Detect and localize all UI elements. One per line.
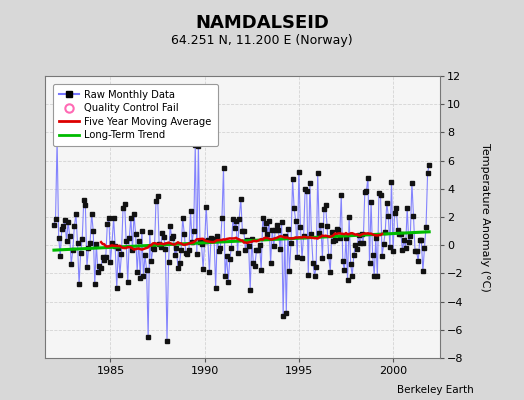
Text: NAMDALSEID: NAMDALSEID (195, 14, 329, 32)
Y-axis label: Temperature Anomaly (°C): Temperature Anomaly (°C) (481, 143, 490, 291)
Legend: Raw Monthly Data, Quality Control Fail, Five Year Moving Average, Long-Term Tren: Raw Monthly Data, Quality Control Fail, … (53, 84, 218, 146)
Text: 64.251 N, 11.200 E (Norway): 64.251 N, 11.200 E (Norway) (171, 34, 353, 47)
Text: Berkeley Earth: Berkeley Earth (398, 385, 474, 395)
